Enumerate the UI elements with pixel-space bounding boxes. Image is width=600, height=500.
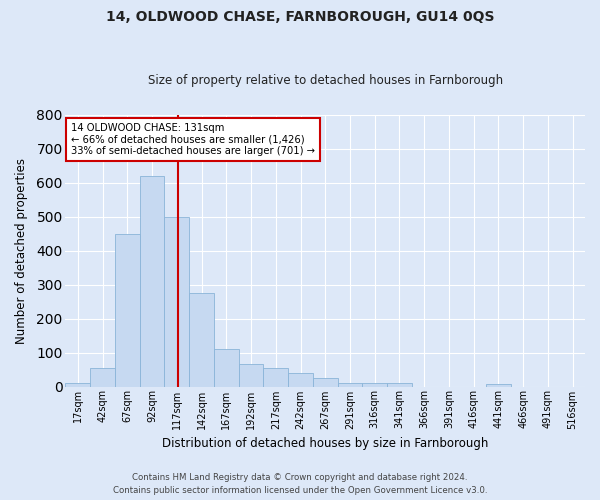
Bar: [90, 368, 115, 386]
Bar: [263, 368, 288, 386]
Title: Size of property relative to detached houses in Farnborough: Size of property relative to detached ho…: [148, 74, 503, 87]
Bar: [313, 378, 338, 386]
Bar: [288, 373, 313, 386]
Bar: [214, 349, 239, 387]
Bar: [115, 234, 140, 386]
Text: Contains HM Land Registry data © Crown copyright and database right 2024.
Contai: Contains HM Land Registry data © Crown c…: [113, 474, 487, 495]
Bar: [338, 383, 362, 386]
Text: 14, OLDWOOD CHASE, FARNBOROUGH, GU14 0QS: 14, OLDWOOD CHASE, FARNBOROUGH, GU14 0QS: [106, 10, 494, 24]
Bar: [387, 383, 412, 386]
Text: 14 OLDWOOD CHASE: 131sqm
← 66% of detached houses are smaller (1,426)
33% of sem: 14 OLDWOOD CHASE: 131sqm ← 66% of detach…: [71, 122, 314, 156]
Bar: [65, 383, 90, 386]
Y-axis label: Number of detached properties: Number of detached properties: [15, 158, 28, 344]
Bar: [140, 176, 164, 386]
Bar: [362, 383, 387, 386]
Bar: [486, 384, 511, 386]
Bar: [189, 293, 214, 386]
X-axis label: Distribution of detached houses by size in Farnborough: Distribution of detached houses by size …: [162, 437, 488, 450]
Bar: [239, 364, 263, 386]
Bar: [164, 216, 189, 386]
